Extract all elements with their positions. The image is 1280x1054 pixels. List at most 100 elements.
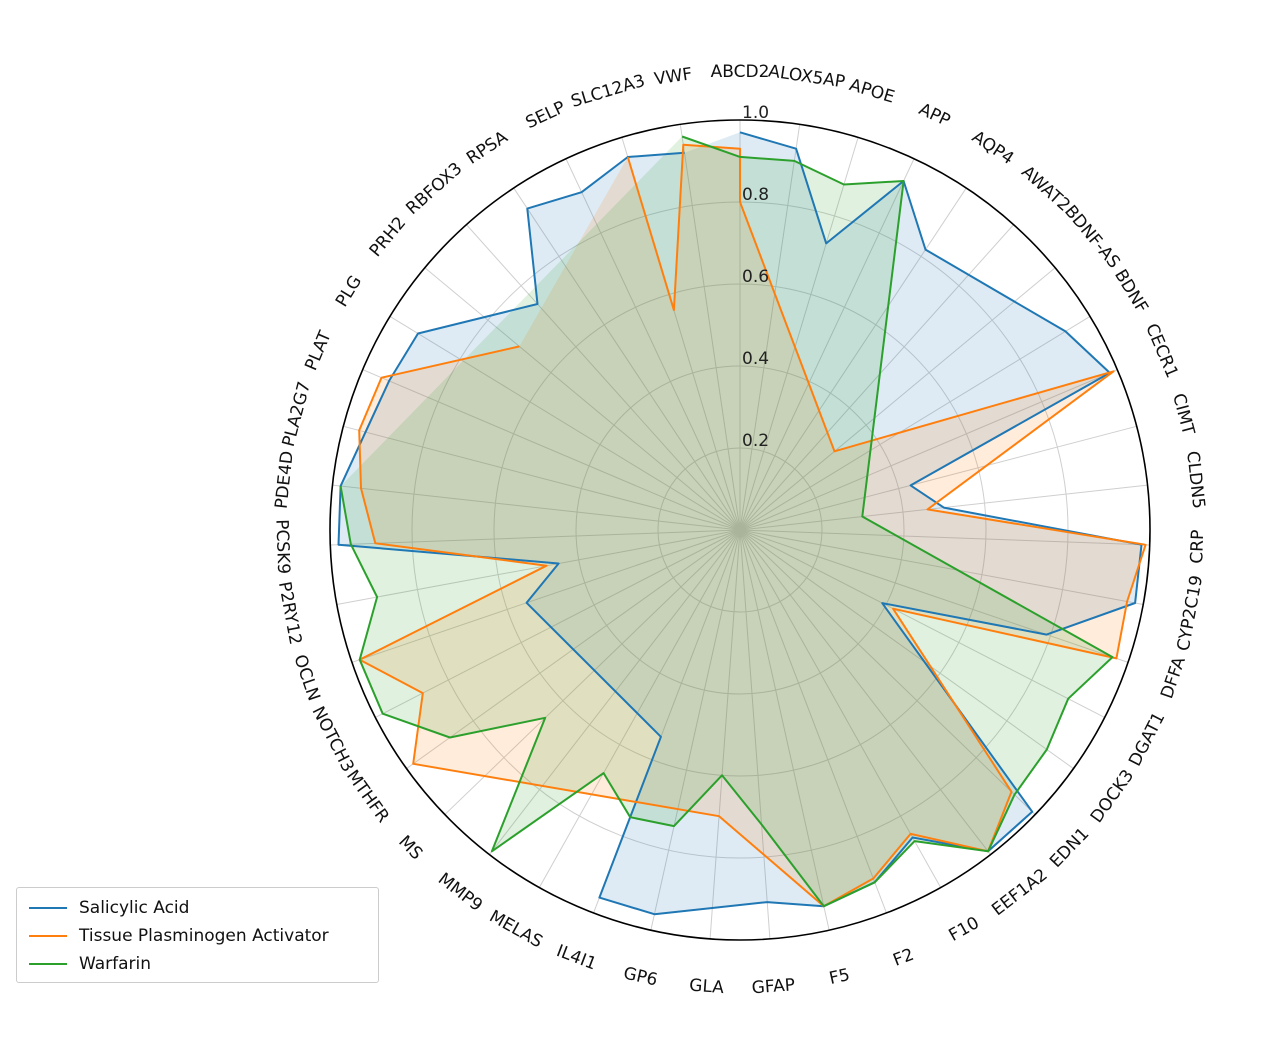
category-label-pcsk9: PCSK9 <box>271 519 293 575</box>
legend-label-warfarin: Warfarin <box>79 954 152 974</box>
spoke-bdnf <box>739 315 1091 531</box>
category-label-melas: MELAS <box>486 907 546 953</box>
category-label-gla: GLA <box>689 976 725 999</box>
category-label-f10: F10 <box>946 913 983 946</box>
category-label-cecr1: CECR1 <box>1141 321 1182 381</box>
spoke-f2 <box>739 529 887 914</box>
category-label-abcd2: ABCD2 <box>711 62 770 82</box>
category-label-app: APP <box>916 99 954 131</box>
legend-swatch-warfarin <box>29 963 67 965</box>
category-label-plat: PLAT <box>301 328 336 374</box>
spoke-cecr1 <box>739 369 1118 531</box>
spoke-rpsa <box>513 187 741 531</box>
spoke-plat <box>362 369 741 531</box>
r-tick-label-4: 1.0 <box>742 103 769 123</box>
category-label-plg: PLG <box>332 272 366 311</box>
category-label-mmp9: MMP9 <box>434 869 486 916</box>
category-label-edn1: EDN1 <box>1046 824 1093 872</box>
series-fill-tissue-plasminogen-activator <box>359 144 1146 907</box>
spoke-plg <box>389 315 741 531</box>
category-label-p2ry12: P2RY12 <box>274 580 305 646</box>
spoke-gp6 <box>650 529 741 931</box>
category-label-dffa: DFFA <box>1157 654 1190 701</box>
legend-item-warfarin: Warfarin <box>29 953 151 975</box>
spoke-crp <box>739 529 1150 546</box>
category-label-dgat1: DGAT1 <box>1125 709 1169 770</box>
category-label-dock3: DOCK3 <box>1087 766 1138 827</box>
category-label-prh2: PRH2 <box>366 213 411 261</box>
legend-swatch-salicylic-acid <box>29 907 67 909</box>
legend-swatch-tissue-plasminogen-activator <box>29 935 67 937</box>
spoke-pde4d <box>332 484 741 531</box>
spoke-selp <box>565 158 741 531</box>
category-label-apoe: APOE <box>847 75 897 107</box>
outer-ring <box>329 119 1151 941</box>
category-label-aqp4: AQP4 <box>968 127 1017 169</box>
spoke-alox5ap <box>739 124 801 531</box>
r-tick-label-0: 0.2 <box>742 431 769 451</box>
series-fills <box>338 132 1146 915</box>
series-lines <box>337 131 1147 916</box>
grid-ring-0 <box>657 447 823 613</box>
category-label-cldn5: CLDN5 <box>1182 450 1208 510</box>
spoke-f5 <box>739 529 830 931</box>
category-label-crp: CRP <box>1187 529 1208 564</box>
spoke-dffa <box>739 529 1129 663</box>
category-label-awat2: AWAT2 <box>1017 162 1074 216</box>
legend-label-salicylic-acid: Salicylic Acid <box>79 898 190 918</box>
radar-grid <box>329 119 1151 941</box>
category-label-ms: MS <box>394 832 426 864</box>
spoke-prh2 <box>424 267 741 531</box>
spoke-app <box>739 158 915 531</box>
category-label-pde4d: PDE4D <box>272 450 298 510</box>
spoke-eef1a2 <box>739 529 991 855</box>
category-label-bdnf: BDNF <box>1110 266 1152 317</box>
spoke-ms <box>444 529 741 815</box>
spoke-rbfox3 <box>466 224 741 531</box>
category-label-gfap: GFAP <box>751 975 796 998</box>
category-label-selp: SELP <box>523 97 569 133</box>
spoke-pla2g7 <box>343 425 741 531</box>
grid-ring-2 <box>493 283 987 777</box>
spoke-gla <box>709 529 741 939</box>
spoke-melas <box>538 529 741 888</box>
spoke-ocln <box>351 529 741 663</box>
spoke-f10 <box>739 529 942 888</box>
spoke-dock3 <box>739 529 1074 769</box>
category-label-bdnf-as: BDNF-AS <box>1060 202 1124 273</box>
spoke-gfap <box>739 529 771 939</box>
category-label-ocln: OCLN <box>289 652 323 703</box>
category-label-rpsa: RPSA <box>463 127 512 169</box>
r-tick-label-1: 0.4 <box>742 349 769 369</box>
category-label-slc12a3: SLC12A3 <box>569 71 648 112</box>
spoke-apoe <box>739 137 859 531</box>
category-label-notch3: NOTCH3 <box>308 703 358 775</box>
grid-ring-1 <box>575 365 905 695</box>
spoke-pcsk9 <box>330 529 741 546</box>
legend: Salicylic Acid Tissue Plasminogen Activa… <box>16 887 379 983</box>
spoke-bdnf-as <box>739 267 1056 531</box>
category-label-f2: F2 <box>890 945 916 971</box>
spoke-p2ry12 <box>336 529 741 605</box>
category-label-eef1a2: EEF1A2 <box>988 865 1051 920</box>
legend-item-salicylic-acid: Salicylic Acid <box>29 897 189 919</box>
spoke-vwf <box>679 124 741 531</box>
category-label-f5: F5 <box>827 965 851 989</box>
category-label-cyp2c19: CYP2C19 <box>1174 574 1208 653</box>
series-fill-salicylic-acid <box>338 132 1142 915</box>
series-fill-warfarin <box>340 136 1113 907</box>
spoke-notch3 <box>375 529 741 718</box>
radial-tick-labels: 0.2 0.4 0.6 0.8 1.0 <box>742 103 769 451</box>
category-label-mthfr: MTHFR <box>342 767 393 827</box>
spoke-mmp9 <box>489 529 741 855</box>
spoke-dgat1 <box>739 529 1105 718</box>
spoke-cyp2c19 <box>739 529 1144 605</box>
category-label-gp6: GP6 <box>622 964 660 991</box>
spoke-cimt <box>739 425 1137 531</box>
category-label-alox5ap: ALOX5AP <box>767 61 846 92</box>
series-line-warfarin <box>339 135 1114 908</box>
r-tick-label-2: 0.6 <box>742 267 769 287</box>
category-label-vwf: VWF <box>653 64 694 89</box>
category-label-il4i1: IL4I1 <box>554 941 600 974</box>
